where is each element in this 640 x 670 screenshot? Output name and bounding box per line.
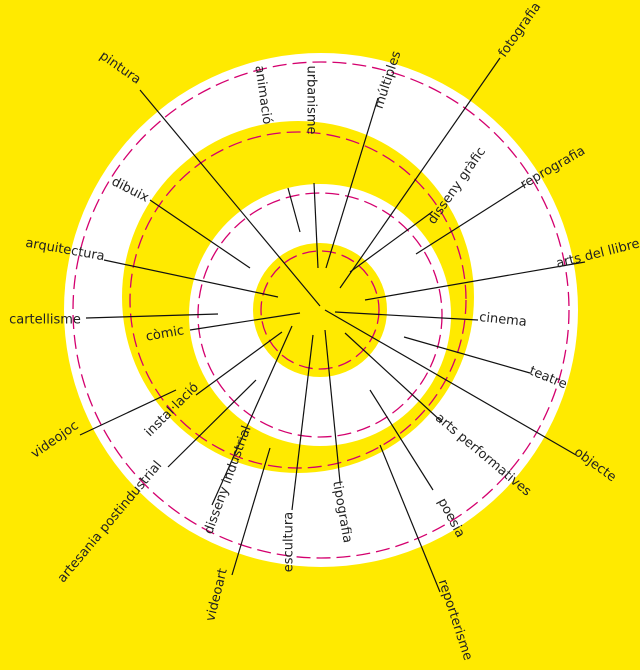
outer-dashed-circle (72, 61, 570, 559)
connector-line (379, 444, 441, 593)
center-dashed-circle (260, 250, 380, 370)
connector-line (79, 389, 177, 436)
connector-line (291, 334, 314, 511)
connector-line (287, 187, 301, 233)
connector-line (339, 57, 501, 289)
discipline-label: cartellisme (9, 313, 81, 328)
connector-line (139, 89, 321, 307)
connector-lines (79, 57, 586, 593)
connector-line (364, 261, 586, 301)
connector-line (211, 325, 293, 506)
connector-line (313, 182, 319, 269)
connector-line (324, 329, 341, 483)
discipline-label: urbanisme (304, 65, 319, 134)
connector-line (149, 199, 251, 269)
discipline-label: còmic (145, 323, 186, 344)
middle-dashed-circle (129, 131, 467, 469)
connector-line (103, 259, 279, 298)
connector-line (85, 313, 219, 319)
connector-line (231, 447, 271, 576)
center-disk (253, 243, 387, 377)
discipline-label: cinema (479, 310, 528, 330)
connector-line (403, 336, 531, 374)
connector-line (324, 309, 577, 456)
connector-line (369, 389, 434, 491)
connector-line (344, 332, 443, 423)
connector-line (189, 312, 301, 331)
connector-line (349, 211, 433, 273)
connector-line (415, 183, 527, 255)
discipline-label: escultura (282, 512, 297, 572)
connector-line (195, 331, 283, 396)
connector-line (167, 379, 257, 468)
connector-line (325, 97, 379, 269)
connector-line (334, 311, 479, 321)
